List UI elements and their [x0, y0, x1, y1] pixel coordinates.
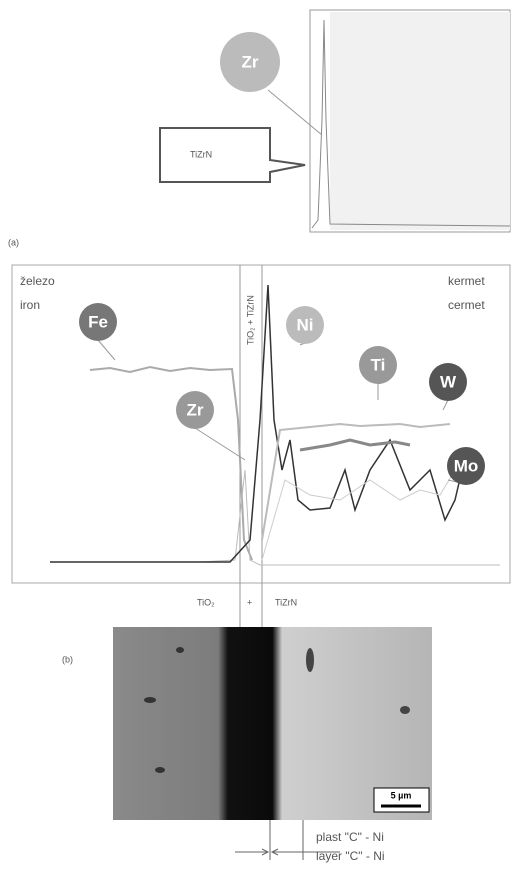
panel-a: železo iron kermet cermet TiO₂ + TiZrN F… [12, 265, 510, 640]
bottom-label: TiO₂ [197, 597, 215, 607]
left-label: iron [20, 298, 40, 312]
figure: Zr TiZrN (a) železo iron kermet cermet T… [0, 0, 512, 870]
pore [176, 647, 184, 653]
bottom-label: + [247, 597, 252, 607]
bottom-label: TiZrN [275, 597, 297, 607]
layer-label: TiZrN [190, 149, 212, 159]
element-label: Ti [371, 355, 386, 374]
panel-label: (b) [62, 654, 73, 664]
pore [400, 706, 410, 714]
top-panel: Zr TiZrN [160, 10, 510, 232]
right-label: kermet [448, 274, 485, 288]
left-label: železo [20, 274, 55, 288]
layer-label: plast "C" - Ni [316, 830, 384, 844]
element-label: Ni [297, 315, 314, 334]
element-label: Mo [454, 456, 479, 475]
sem-image: 5 µm [113, 627, 432, 820]
callout [160, 128, 305, 182]
element-label: W [440, 372, 457, 391]
panel-label: (a) [8, 237, 19, 247]
scale-bar-label: 5 µm [391, 790, 412, 800]
map-area [330, 12, 510, 230]
pore [144, 697, 156, 703]
pore [155, 767, 165, 773]
interface-label: TiO₂ + TiZrN [245, 295, 255, 345]
layer-label: layer "C" - Ni [316, 849, 385, 863]
element-label: Zr [242, 52, 259, 71]
pore [306, 648, 314, 672]
right-label: cermet [448, 298, 485, 312]
element-label: Fe [88, 312, 108, 331]
element-label: Zr [187, 400, 204, 419]
